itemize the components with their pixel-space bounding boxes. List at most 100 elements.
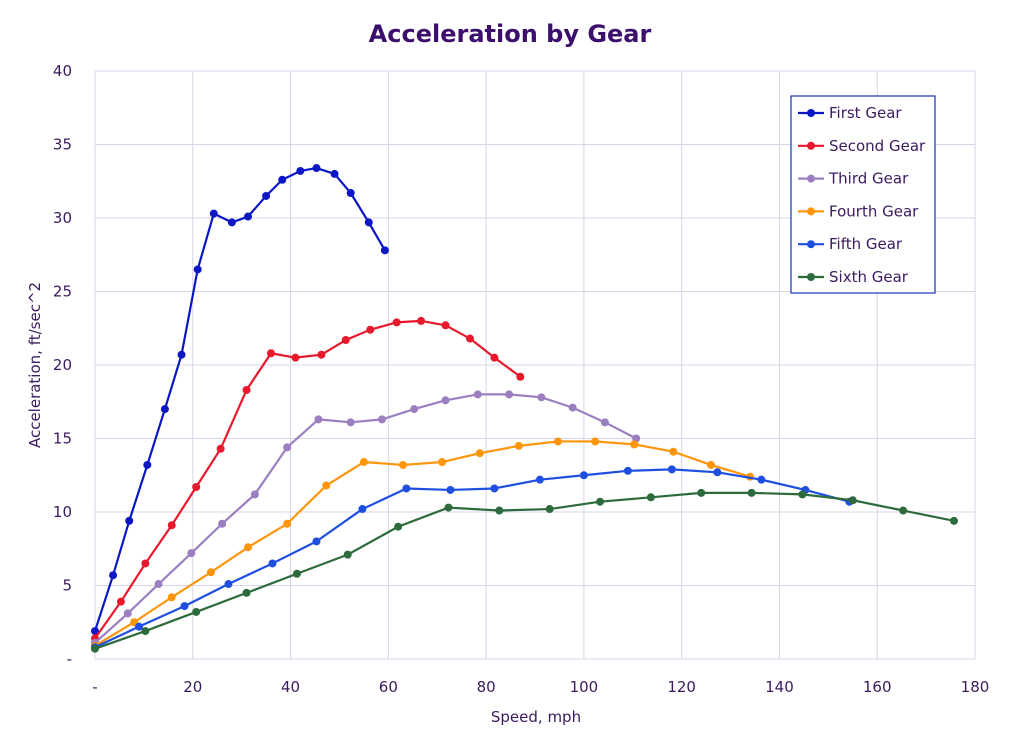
legend-swatch-marker (807, 141, 815, 150)
data-point (135, 622, 143, 631)
legend-label: First Gear (829, 104, 902, 122)
data-point (193, 265, 202, 274)
data-point (91, 627, 99, 636)
series-2 (91, 316, 525, 643)
data-point (707, 460, 715, 469)
legend-item: First Gear (798, 104, 902, 122)
data-point (296, 166, 305, 175)
data-point (495, 506, 504, 515)
data-point (167, 521, 176, 530)
legend-label: Fourth Gear (829, 202, 919, 220)
data-point (490, 353, 499, 362)
y-tick-label: 15 (53, 430, 72, 448)
data-point (596, 497, 605, 506)
legend-item: Third Gear (798, 170, 909, 188)
data-point (267, 349, 275, 358)
data-point (380, 246, 389, 255)
data-point (187, 549, 196, 558)
data-point (125, 516, 134, 525)
data-point (364, 218, 373, 227)
data-point (669, 447, 678, 456)
x-tick-label: 60 (379, 678, 398, 696)
data-point (535, 475, 544, 484)
legend-label: Second Gear (829, 137, 926, 155)
x-tick-label: 80 (477, 678, 496, 696)
data-point (410, 405, 419, 414)
data-point (268, 559, 277, 568)
data-point (346, 189, 355, 198)
data-point (192, 483, 201, 492)
data-point (441, 396, 450, 405)
series-line (94, 468, 850, 649)
series-line (94, 319, 521, 640)
data-point (283, 443, 292, 452)
data-point (177, 350, 186, 359)
data-point (206, 568, 215, 577)
data-point (346, 418, 355, 427)
series-6 (91, 488, 958, 653)
data-point (109, 571, 118, 580)
legend-swatch-marker (807, 240, 815, 249)
data-point (630, 440, 639, 449)
data-point (697, 488, 706, 497)
series-line (94, 393, 637, 644)
data-point (392, 318, 401, 327)
x-tick-label: 40 (281, 678, 300, 696)
data-point (192, 607, 201, 616)
data-point (667, 465, 676, 474)
x-tick-label: - (92, 678, 97, 696)
x-tick-label: 120 (667, 678, 696, 696)
data-point (250, 490, 259, 499)
legend-label: Fifth Gear (829, 235, 903, 253)
series-3 (91, 390, 641, 647)
y-tick-label: 25 (53, 283, 72, 301)
grid-lines (94, 70, 976, 660)
data-point (242, 385, 251, 394)
data-point (516, 372, 525, 381)
x-axis-label: Speed, mph (491, 708, 581, 726)
data-point (141, 627, 150, 636)
data-point (579, 471, 588, 480)
legend-swatch-marker (807, 174, 815, 183)
series-1 (91, 164, 389, 636)
data-point (330, 169, 339, 178)
data-point (623, 466, 632, 475)
data-point (514, 441, 523, 450)
y-tick-label: 30 (53, 209, 72, 227)
data-point (224, 580, 233, 589)
data-point (141, 559, 150, 568)
data-point (899, 506, 908, 515)
data-point (143, 460, 152, 469)
data-point (848, 496, 857, 505)
data-point (209, 209, 218, 218)
data-point (473, 390, 482, 399)
series-line (94, 440, 751, 647)
data-point (227, 218, 236, 227)
data-point (91, 644, 99, 653)
data-point (123, 609, 132, 618)
legend: First Gear Second Gear Third Gear Fourth Ge… (790, 95, 936, 294)
data-point (798, 490, 807, 499)
data-point (444, 503, 453, 512)
y-tick-label: 35 (53, 136, 72, 154)
series-line (94, 491, 955, 650)
data-point (465, 334, 474, 343)
data-point (377, 415, 386, 424)
y-tick-label: 5 (62, 577, 72, 595)
data-point (242, 588, 251, 597)
data-point (283, 519, 292, 528)
data-point (180, 602, 189, 611)
data-point (322, 481, 331, 490)
data-point (167, 593, 176, 602)
data-point (402, 484, 411, 493)
y-axis-label: Acceleration, ft/sec^2 (26, 282, 44, 448)
data-point (600, 418, 609, 427)
data-point (314, 415, 323, 424)
x-tick-label: 20 (183, 678, 202, 696)
data-point (160, 405, 169, 414)
data-point (216, 444, 225, 453)
data-point (218, 519, 227, 528)
data-point (490, 484, 499, 493)
